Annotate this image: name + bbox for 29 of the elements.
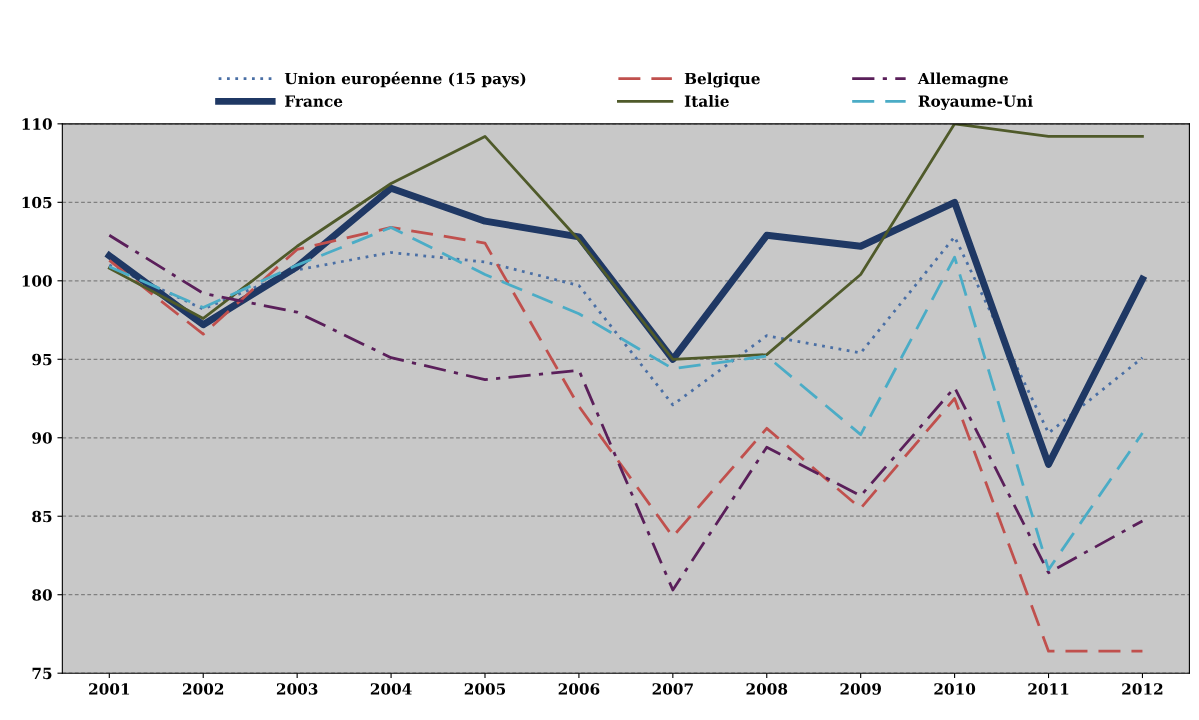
line-series [107, 123, 1144, 361]
x-tick-label: 2011 [1028, 683, 1069, 695]
x-tick-label: 2009 [840, 683, 881, 695]
y-tick-label: 110 [22, 118, 52, 130]
y-tick-label: 85 [32, 510, 52, 523]
legend-label: Royaume-Uni [918, 95, 1033, 111]
x-tick-label: 2010 [934, 683, 976, 695]
line-series [107, 235, 1144, 435]
legend-label: Italie [684, 95, 729, 107]
y-tick-label: 95 [32, 353, 52, 366]
x-tick-label: 2001 [89, 683, 130, 695]
legend-label: Allemagne [917, 72, 1008, 88]
line-series [107, 226, 1144, 653]
x-tick-label: 2012 [1122, 683, 1163, 695]
y-tick-label: 100 [22, 275, 52, 287]
x-tick-label: 2007 [652, 683, 693, 695]
y-tick-label: 90 [32, 432, 52, 444]
x-tick-label: 2005 [464, 683, 506, 695]
y-tick-label: 105 [22, 196, 52, 209]
x-tick-label: 2003 [276, 683, 318, 695]
legend-label: Union européenne (15 pays) [284, 71, 526, 88]
legend-label: France [285, 95, 343, 107]
legend-label: Belgique [684, 72, 760, 88]
x-tick-label: 2002 [182, 683, 224, 695]
y-tick-label: 75 [32, 667, 52, 680]
y-tick-label: 80 [32, 589, 52, 601]
x-tick-label: 2004 [370, 683, 412, 695]
x-tick-label: 2006 [558, 683, 600, 695]
x-tick-label: 2008 [746, 683, 788, 695]
